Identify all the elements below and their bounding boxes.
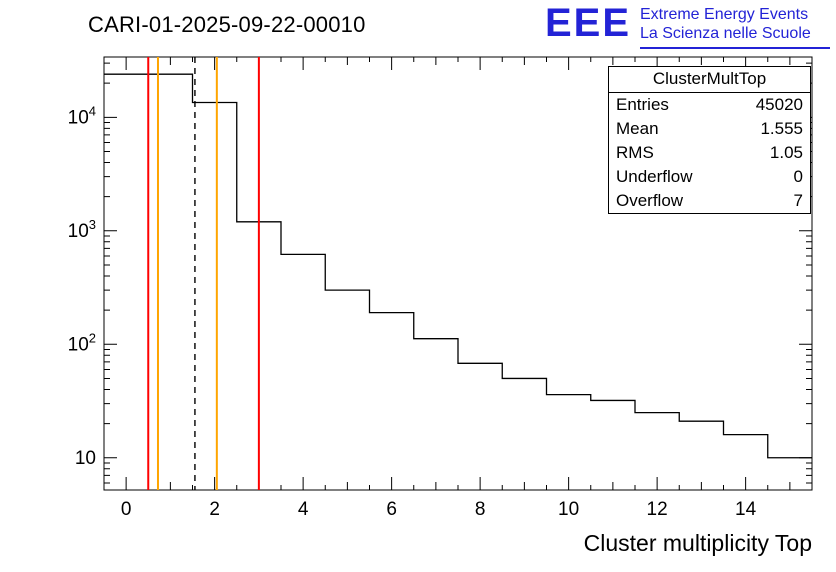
x-tick-label: 2: [209, 499, 220, 520]
y-tick-label: 10: [75, 448, 96, 469]
stats-row-value: 45020: [755, 95, 803, 114]
stats-row-label: Mean: [616, 119, 659, 138]
stats-row: RMS 1.05: [609, 141, 810, 165]
y-tick-label: 104: [68, 103, 96, 128]
stats-row-value: 1.555: [760, 119, 803, 138]
x-tick-label: 14: [735, 499, 757, 520]
page-title: CARI-01-2025-09-22-00010: [88, 12, 366, 37]
stats-box: ClusterMultTop Entries 45020 Mean 1.555 RMS 1…: [608, 66, 811, 214]
stats-row-value: 0: [793, 167, 803, 186]
x-tick-label: 10: [558, 499, 579, 520]
y-tick-label: 102: [68, 330, 96, 355]
eee-logo-text: Extreme Energy Events La Scienza nelle S…: [640, 3, 830, 49]
x-tick-label: 8: [475, 499, 486, 520]
stats-row-value: 1.05: [769, 143, 803, 162]
eee-logo-line1: Extreme Energy Events: [640, 6, 809, 23]
stats-row-value: 7: [793, 191, 803, 210]
stats-row: Entries 45020: [609, 93, 810, 117]
x-tick-label: 12: [647, 499, 668, 520]
eee-logo-line2: La Scienza nelle Scuole: [640, 25, 811, 42]
stats-row-label: Entries: [616, 95, 669, 114]
histogram-line: [104, 73, 812, 459]
eee-logo: EEE Extreme Energy Events La Scienza nel…: [545, 3, 830, 49]
stats-row: Underflow 0: [609, 165, 810, 189]
stats-row: Mean 1.555: [609, 117, 810, 141]
stats-row-label: RMS: [616, 143, 654, 162]
x-tick-label: 0: [121, 499, 132, 520]
stats-box-title: ClusterMultTop: [609, 67, 810, 93]
eee-logo-acronym: EEE: [544, 1, 631, 45]
y-tick-label: 103: [68, 217, 96, 242]
stats-row: Overflow 7: [609, 189, 810, 213]
x-tick-label: 4: [298, 499, 309, 520]
x-tick-label: 6: [386, 499, 397, 520]
stats-row-label: Underflow: [616, 167, 693, 186]
stats-box-rows: Entries 45020 Mean 1.555 RMS 1.05 Underflow 0 Ov…: [609, 93, 810, 213]
x-axis-title: Cluster multiplicity Top: [583, 530, 812, 556]
stats-row-label: Overflow: [616, 191, 684, 210]
